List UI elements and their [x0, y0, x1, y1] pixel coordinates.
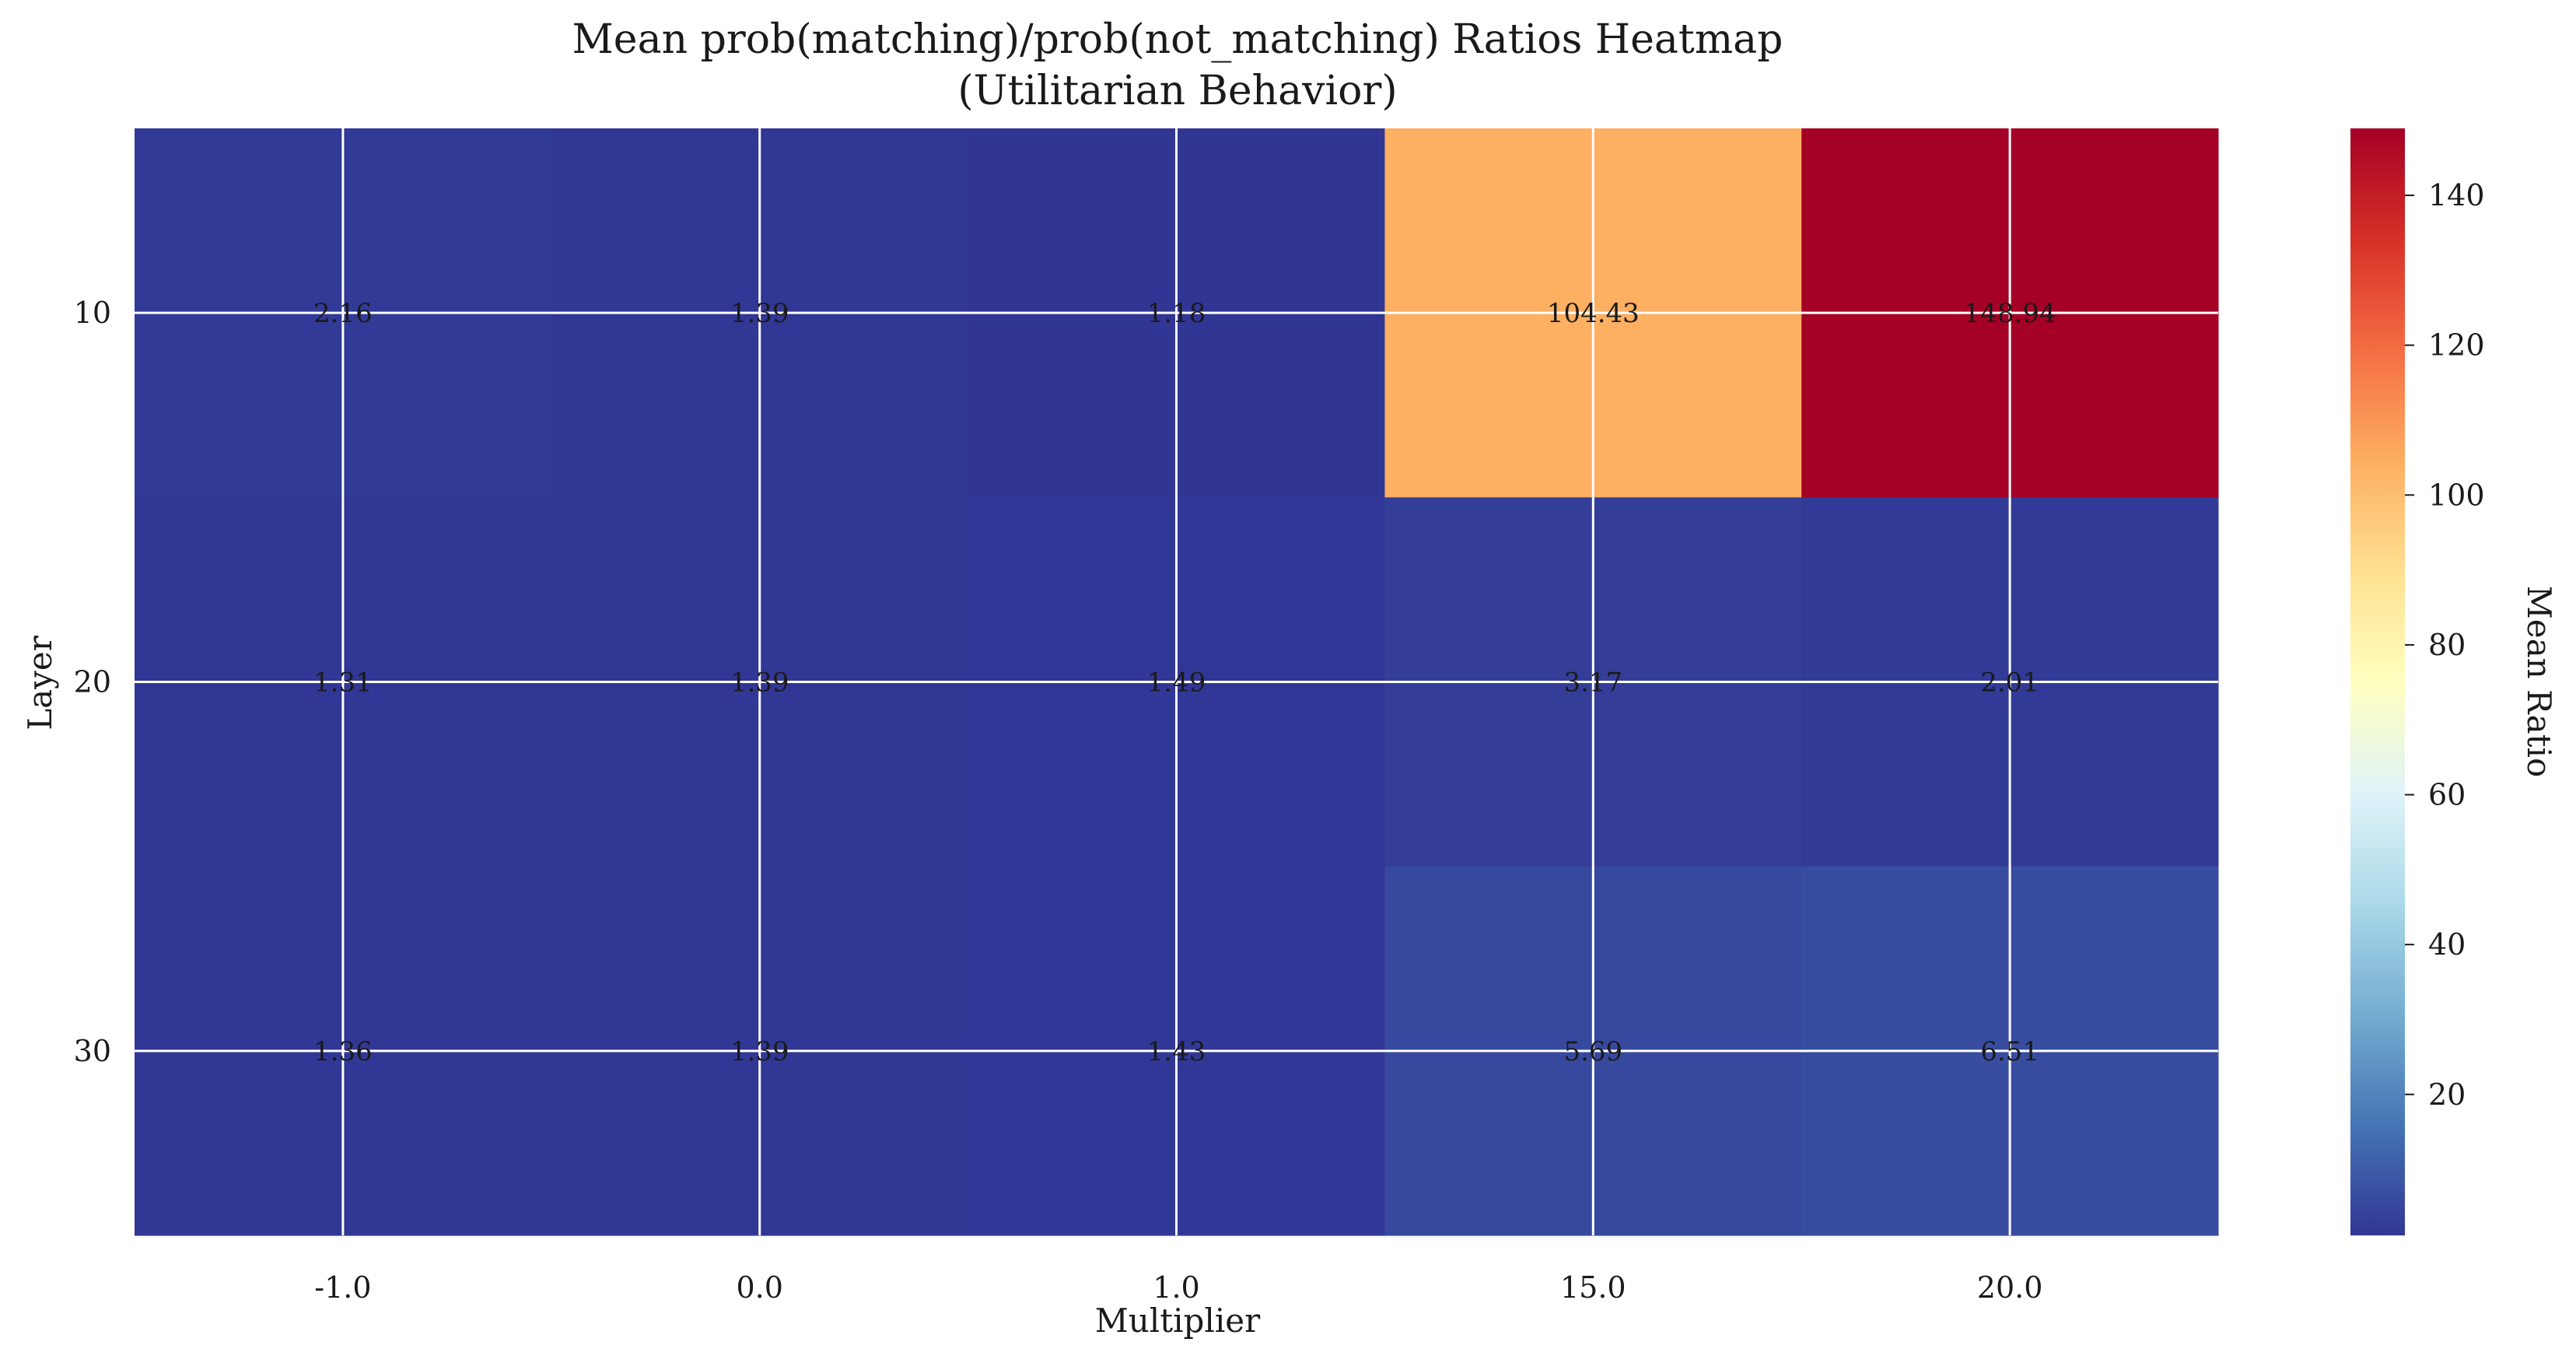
- cell-value-label: 6.51: [1980, 1036, 2039, 1067]
- cell-value-label: 1.39: [730, 298, 789, 329]
- y-axis-ticks: 10 20 30: [74, 296, 111, 1068]
- y-tick-label: 10: [74, 296, 111, 330]
- x-tick-label: 1.0: [1153, 1270, 1199, 1305]
- cell-value-label: 104.43: [1547, 298, 1640, 329]
- cell-value-label: 5.69: [1563, 1036, 1622, 1067]
- x-tick-label: -1.0: [314, 1270, 371, 1305]
- colorbar-tick-label: 100: [2428, 478, 2485, 512]
- grid-lines: [135, 128, 2218, 1235]
- colorbar-tick-label: 80: [2428, 628, 2466, 662]
- cell-value-label: 1.18: [1147, 298, 1206, 329]
- cell-value-label: 148.94: [1964, 298, 2056, 329]
- x-tick-label: 20.0: [1977, 1270, 2043, 1305]
- cell-labels: 2.16 1.39 1.18 104.43 148.94 1.31 1.39 1.49 3.17…: [313, 298, 2056, 1067]
- cell-value-label: 1.36: [313, 1036, 373, 1067]
- colorbar-gradient: [2350, 128, 2405, 1235]
- chart-subtitle: (Utilitarian Behavior): [957, 68, 1397, 114]
- colorbar-label: Mean Ratio: [2520, 586, 2558, 778]
- y-tick-label: 30: [74, 1034, 111, 1068]
- x-axis-label: Multiplier: [1095, 1302, 1261, 1340]
- cell-value-label: 2.01: [1980, 667, 2039, 699]
- y-axis-label: Layer: [21, 635, 59, 731]
- colorbar-tick-label: 20: [2428, 1077, 2466, 1112]
- x-tick-label: 15.0: [1560, 1270, 1626, 1305]
- cell-value-label: 1.43: [1147, 1036, 1206, 1067]
- cell-value-label: 3.17: [1563, 667, 1622, 699]
- colorbar-ticks: 20 40 60 80 100 120 140: [2405, 178, 2485, 1112]
- cell-value-label: 1.49: [1147, 667, 1206, 699]
- cell-value-label: 1.31: [313, 667, 373, 699]
- chart-title: Mean prob(matching)/prob(not_matching) R…: [572, 16, 1783, 63]
- colorbar-tick-label: 120: [2428, 328, 2485, 363]
- cell-value-label: 2.16: [313, 298, 373, 329]
- colorbar-tick-label: 60: [2428, 778, 2466, 812]
- colorbar-tick-label: 140: [2428, 178, 2485, 212]
- cell-value-label: 1.39: [730, 667, 789, 699]
- colorbar: 20 40 60 80 100 120 140 Mean Ratio: [2350, 128, 2558, 1235]
- x-axis-ticks: -1.0 0.0 1.0 15.0 20.0: [314, 1270, 2042, 1305]
- y-tick-label: 20: [74, 665, 111, 699]
- x-tick-label: 0.0: [736, 1270, 782, 1305]
- cell-value-label: 1.39: [730, 1036, 789, 1067]
- colorbar-tick-label: 40: [2428, 927, 2466, 962]
